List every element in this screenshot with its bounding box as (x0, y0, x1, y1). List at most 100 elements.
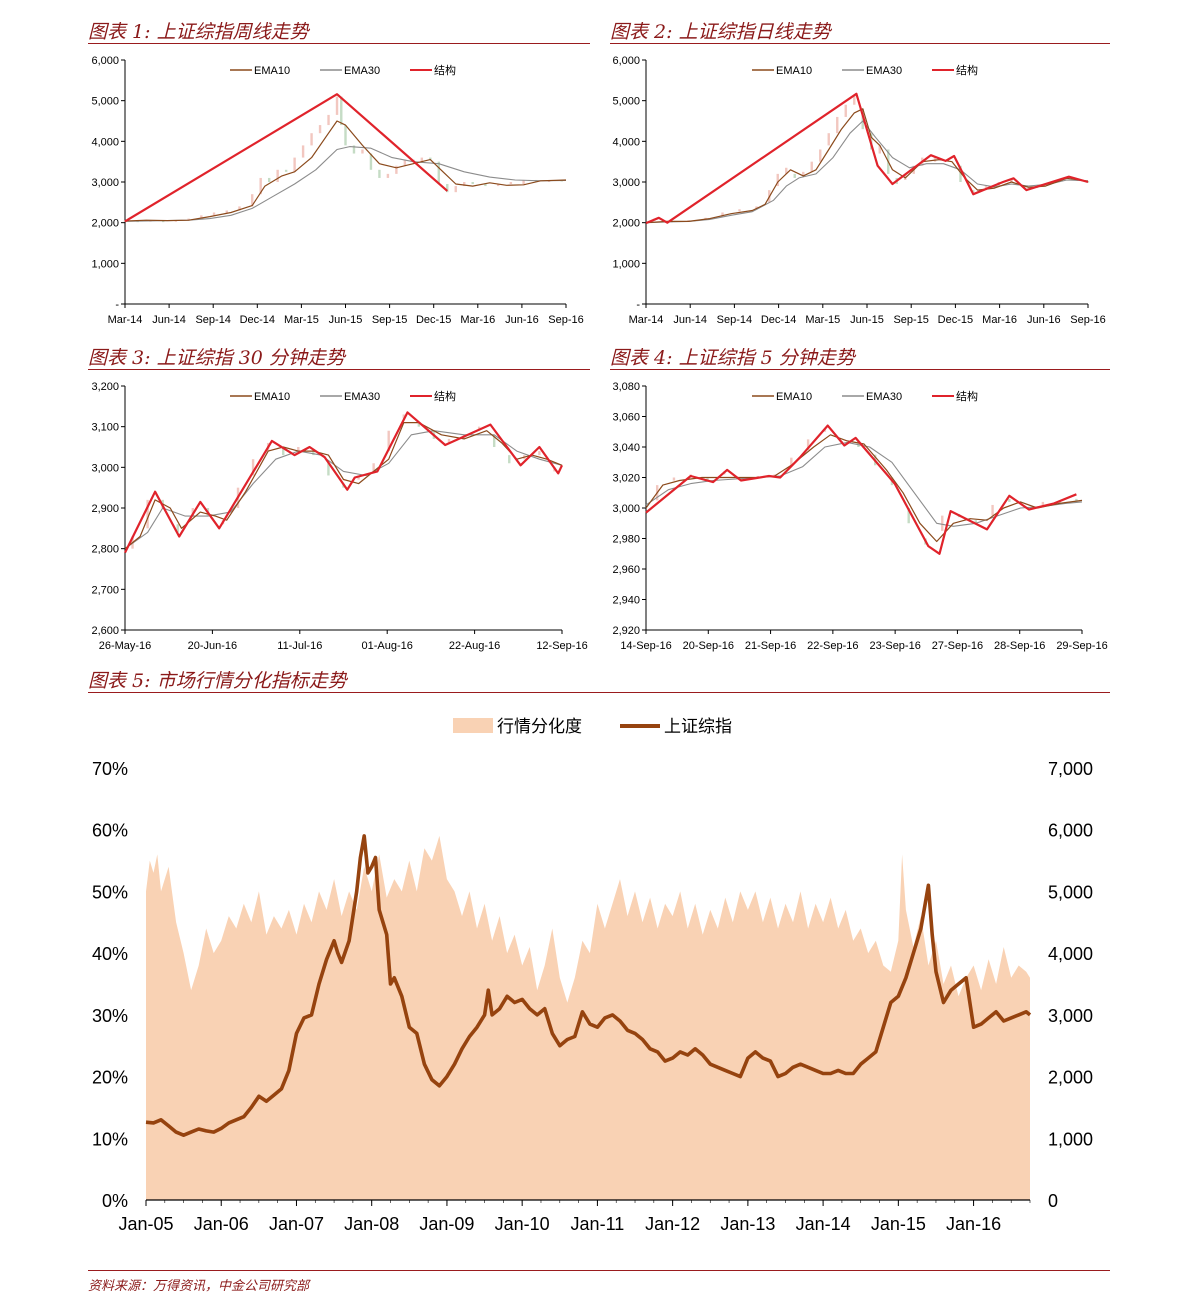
c2-y-tick-label: - (636, 299, 640, 311)
c1-candle (301, 145, 305, 158)
c2-x-tick-label: Jun-16 (1027, 314, 1061, 326)
c1-candle (369, 153, 373, 170)
c3-candle (251, 459, 255, 476)
c5-y-right-label: 6,000 (1048, 821, 1093, 841)
c4-candle (790, 457, 793, 466)
c1-candle (395, 165, 398, 174)
chart4-title: 图表 4: 上证综指 5 分钟走势 (610, 347, 855, 369)
c1-candle (251, 194, 254, 207)
c1-candle (437, 161, 440, 185)
c4-y-tick-label: 3,040 (612, 442, 640, 454)
c4-structure-line (645, 424, 1077, 555)
c4-y-tick-label: 3,060 (612, 412, 640, 424)
c5-y-right-label: 0 (1048, 1191, 1058, 1211)
c5-chart: Jan-05 Jan-06 Jan-07 Jan-08 Jan-09 Jan-10 Jan-… (92, 717, 1093, 1234)
c3-y-tick-label: 2,800 (91, 544, 119, 556)
c4-x-tick-label: 27-Sep-16 (932, 640, 983, 652)
c5-y-left-label: 0% (102, 1191, 128, 1211)
c4-x-tick-label: 21-Sep-16 (745, 640, 796, 652)
c2-candle (793, 173, 796, 178)
c2-candle (959, 165, 962, 182)
c1-y-tick-label: 3,000 (91, 177, 119, 189)
c1-y-tick-label: 6,000 (91, 55, 119, 67)
c4-y-tick-label: 3,020 (612, 473, 640, 485)
c3-ema30-line (124, 430, 563, 550)
c2-candle (802, 171, 805, 176)
c1-x-tick-label: Dec-14 (240, 314, 275, 326)
c4-candle (672, 477, 676, 481)
c3-x-tick-label: 26-May-16 (99, 640, 152, 652)
c3-candle (191, 508, 195, 517)
c1-structure-line (124, 93, 449, 223)
c2-candle (827, 133, 830, 146)
c1-candle (496, 184, 500, 187)
c2-x-tick-label: Jun-15 (850, 314, 884, 326)
c1-candle (471, 182, 474, 185)
c1-y-tick-label: 1,000 (91, 258, 119, 270)
c4-candle (1041, 501, 1045, 505)
c5-legend-swatch-area (453, 718, 493, 733)
c3-candle (312, 451, 315, 456)
c5-x-tick-label: Jan-14 (796, 1214, 851, 1234)
c1-candle (429, 157, 432, 160)
c5-x-tick-label: Jan-06 (194, 1214, 249, 1234)
c1-candle (340, 96, 343, 126)
c5-legend-label-divergence: 行情分化度 (497, 717, 582, 737)
c4-candle (806, 439, 810, 451)
c4-legend-label: 结构 (956, 389, 978, 403)
c5-x-tick-label: Jan-10 (495, 1214, 550, 1234)
c2-y-tick-label: 2,000 (612, 218, 640, 230)
c4-candle (907, 508, 910, 524)
c5-x-tick-label: Jan-13 (720, 1214, 775, 1234)
c2-x-tick-label: Sep-14 (717, 314, 752, 326)
c2-ema30-line (645, 120, 1089, 224)
c3-structure-line (124, 411, 563, 554)
c1-ema30-line (124, 146, 567, 222)
c1-candle (187, 218, 190, 221)
c5-y-right-label: 4,000 (1048, 944, 1093, 964)
c3-candle (447, 438, 451, 443)
c3-y-tick-label: 2,900 (91, 503, 119, 515)
c4-y-tick-label: 2,980 (612, 534, 640, 546)
c2-candle (853, 94, 856, 105)
c5-x-tick-label: Jan-11 (571, 1214, 625, 1234)
c5-x-tick-label: Jan-12 (645, 1214, 700, 1234)
c1-chart: - 1,000 2,000 3,000 4,000 5,000 6,000 Mar-14 Jun… (91, 55, 583, 326)
c2-candle (819, 149, 822, 162)
c3-candle (417, 422, 421, 427)
c1-candle (522, 179, 525, 185)
c1-y-tick-label: 5,000 (91, 96, 119, 108)
c1-candle (310, 133, 313, 146)
c4-candle (706, 477, 709, 481)
c1-candle (446, 184, 449, 193)
c1-candle (403, 159, 407, 166)
chart4-rule (610, 369, 1110, 370)
c3-y-tick-label: 2,600 (91, 625, 119, 637)
c5-x-tick-label: Jan-08 (344, 1214, 399, 1234)
c4-x-tick-label: 22-Sep-16 (807, 640, 858, 652)
c5-x-tick-label: Jan-15 (871, 1214, 926, 1234)
c2-chart: - 1,000 2,000 3,000 4,000 5,000 6,000 Mar-14 Jun… (612, 55, 1105, 326)
c3-ema10-line (124, 422, 563, 550)
c1-candle (267, 177, 271, 182)
c4-legend-label: EMA10 (776, 391, 812, 403)
c1-candle (509, 182, 513, 185)
c3-x-tick-label: 22-Aug-16 (449, 640, 500, 652)
c4-candle (1008, 498, 1011, 502)
c1-candle (454, 186, 457, 193)
c1-legend-label: EMA10 (254, 65, 290, 77)
c2-x-tick-label: Mar-16 (982, 314, 1017, 326)
c2-candle (904, 173, 907, 180)
c4-legend-label: EMA30 (866, 391, 902, 403)
c3-x-tick-label: 01-Aug-16 (362, 640, 413, 652)
c1-candle (212, 212, 216, 216)
c1-x-tick-label: Mar-15 (284, 314, 319, 326)
c2-x-tick-label: Mar-14 (629, 314, 664, 326)
c1-candle (259, 177, 262, 195)
c3-legend-label: EMA30 (344, 391, 380, 403)
c2-legend-label: EMA30 (866, 65, 902, 77)
c1-candle (420, 157, 424, 162)
c1-candle (344, 125, 347, 146)
c5-y-left-label: 70% (92, 759, 128, 779)
c2-candle (844, 104, 847, 117)
